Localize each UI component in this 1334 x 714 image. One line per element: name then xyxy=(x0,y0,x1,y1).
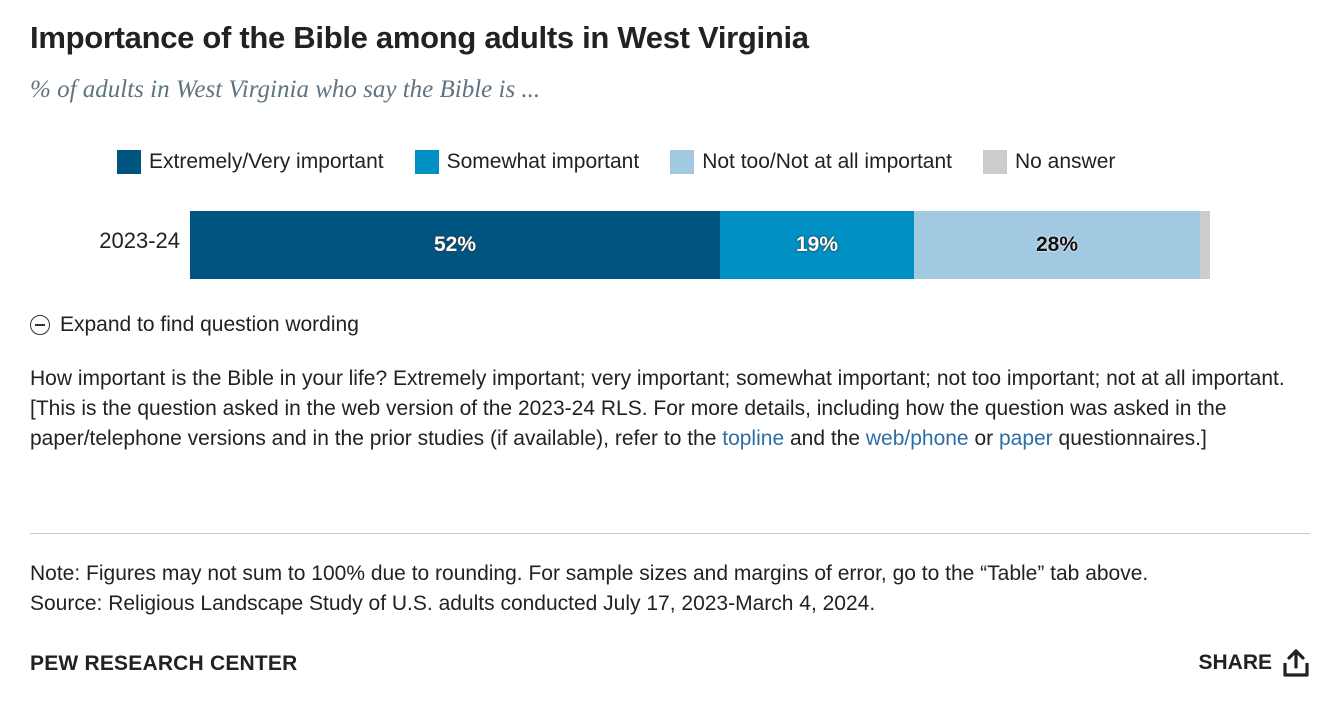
question-details-mid2: or xyxy=(968,427,999,450)
bar-segment xyxy=(720,211,914,279)
topline-link[interactable]: topline xyxy=(722,427,785,450)
bar-segment xyxy=(914,211,1200,279)
data-label: 28% xyxy=(1035,233,1079,256)
legend-label: Somewhat important xyxy=(446,150,640,173)
legend-label: Not too/Not at all important xyxy=(702,150,952,173)
legend-item: Somewhat important xyxy=(414,150,640,174)
legend-label: Extremely/Very important xyxy=(149,150,384,173)
data-label: 52% xyxy=(433,233,477,256)
paper-link[interactable]: paper xyxy=(998,427,1053,450)
chart-subtitle: % of adults in West Virginia who say the… xyxy=(30,76,541,103)
data-label: 19% xyxy=(795,233,839,256)
legend-item: No answer xyxy=(982,150,1116,174)
divider xyxy=(30,533,1310,534)
question-details-suffix: questionnaires.] xyxy=(1052,427,1207,450)
legend-item: Not too/Not at all important xyxy=(670,150,952,174)
chart-legend: Extremely/Very important Somewhat importa… xyxy=(117,148,1146,176)
notes: Note: Figures may not sum to 100% due to… xyxy=(30,559,1310,619)
legend-item: Extremely/Very important xyxy=(117,150,384,174)
row-label-2023-24: 2023-24 xyxy=(99,228,180,253)
web-phone-link[interactable]: web/phone xyxy=(865,427,969,450)
question-wording: How important is the Bible in your life?… xyxy=(30,364,1310,454)
minus-circle-icon xyxy=(30,315,50,335)
question-text: How important is the Bible in your life?… xyxy=(30,367,1285,390)
source-text: Source: Religious Landscape Study of U.S… xyxy=(30,592,876,615)
legend-swatch xyxy=(670,150,695,174)
legend-swatch xyxy=(414,150,439,174)
chart-title: Importance of the Bible among adults in … xyxy=(30,20,809,55)
share-button[interactable]: SHARE xyxy=(1198,648,1310,678)
question-details-mid1: and the xyxy=(784,427,866,450)
stacked-bar: 52% 19% 28% xyxy=(190,211,1210,279)
question-details: [This is the question asked in the web v… xyxy=(30,394,1310,454)
note-text: Note: Figures may not sum to 100% due to… xyxy=(30,562,1149,585)
expand-label: Expand to find question wording xyxy=(60,313,359,336)
expand-question-wording-toggle[interactable]: Expand to find question wording xyxy=(30,313,359,337)
share-upload-icon xyxy=(1283,649,1309,677)
legend-swatch xyxy=(117,150,141,174)
org-name: PEW RESEARCH CENTER xyxy=(30,652,298,675)
question-details-prefix: [This is the question asked in the web v… xyxy=(30,397,1227,450)
share-label: SHARE xyxy=(1198,651,1272,674)
legend-swatch xyxy=(982,150,1007,174)
bar-segment xyxy=(1200,211,1210,279)
bar-segment xyxy=(190,211,720,279)
legend-label: No answer xyxy=(1014,150,1116,173)
